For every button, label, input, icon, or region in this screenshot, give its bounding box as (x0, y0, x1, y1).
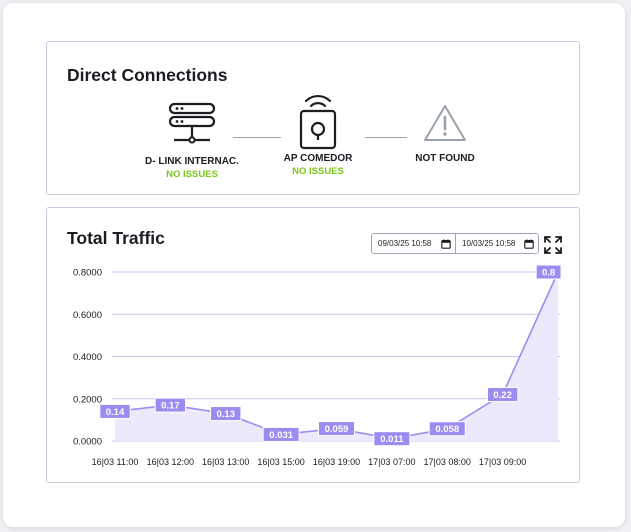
date-to-value: 10/03/25 10:58 (462, 239, 516, 248)
data-label-box (99, 403, 131, 419)
total-traffic-card: Total Traffic 09/03/25 10:58 10/03/25 10… (46, 207, 580, 483)
device-name: AP COMEDOR (283, 153, 353, 164)
device-name: NOT FOUND (415, 153, 475, 164)
y-tick-label: 0.0000 (73, 437, 102, 448)
data-label-box (262, 426, 300, 442)
server-icon (168, 102, 216, 144)
device-ap-comedor[interactable]: AP COMEDOR NO ISSUES (253, 89, 383, 177)
x-tick-label: 17|03 07:00 (368, 457, 415, 467)
device-dlink[interactable]: D- LINK INTERNAC. NO ISSUES (127, 102, 257, 180)
device-status: NO ISSUES (166, 169, 218, 180)
data-label-box (318, 421, 355, 437)
data-label: 0.14 (106, 407, 125, 418)
date-from-input[interactable]: 09/03/25 10:58 (372, 234, 455, 253)
x-tick-label: 17|03 09:00 (479, 457, 526, 467)
direct-connections-title: Direct Connections (67, 65, 228, 85)
device-status: NO ISSUES (292, 166, 344, 177)
x-tick-label: 16|03 15:00 (257, 457, 304, 467)
wireless-access-point-icon (299, 94, 337, 150)
data-label: 0.011 (380, 434, 404, 445)
connection-line (365, 137, 407, 138)
data-label-box (373, 431, 411, 447)
dashboard-frame: Direct Connections D- LINK INTERNAC. NO … (3, 3, 625, 527)
data-label: 0.8 (542, 268, 555, 279)
data-label: 0.22 (493, 390, 512, 401)
direct-connections-card: Direct Connections D- LINK INTERNAC. NO … (46, 41, 580, 195)
date-to-input[interactable]: 10/03/25 10:58 (455, 234, 538, 253)
data-label: 0.059 (325, 424, 349, 435)
area-fill (115, 272, 558, 441)
data-label: 0.17 (161, 401, 180, 412)
data-label-box (210, 406, 242, 422)
device-not-found[interactable]: NOT FOUND (380, 102, 510, 164)
x-tick-label: 17|03 08:00 (424, 457, 471, 467)
data-label: 0.13 (217, 409, 236, 420)
x-tick-label: 16|03 12:00 (147, 457, 194, 467)
y-tick-label: 0.6000 (73, 310, 102, 321)
data-label-box (535, 264, 562, 280)
y-tick-label: 0.4000 (73, 352, 102, 363)
connection-line (233, 137, 281, 138)
x-tick-label: 16|03 19:00 (313, 457, 360, 467)
x-tick-label: 16|03 11:00 (92, 457, 139, 467)
data-label: 0.058 (435, 424, 459, 435)
fullscreen-icon[interactable] (544, 236, 562, 254)
y-tick-label: 0.2000 (73, 394, 102, 405)
data-label-box (428, 421, 466, 437)
y-tick-label: 0.8000 (73, 268, 102, 279)
x-tick-label: 16|03 13:00 (202, 457, 249, 467)
calendar-icon (524, 238, 534, 249)
warning-icon (424, 105, 466, 141)
traffic-chart: 0.0000 0.2000 0.4000 0.6000 0.8000 16|03 11:0… (73, 264, 562, 467)
data-label-box (486, 387, 519, 403)
device-name: D- LINK INTERNAC. (145, 156, 239, 167)
total-traffic-title: Total Traffic (67, 228, 165, 248)
data-label-box (154, 397, 187, 413)
date-range-picker: 09/03/25 10:58 10/03/25 10:58 (371, 233, 539, 254)
data-label: 0.031 (269, 430, 293, 441)
calendar-icon (441, 238, 451, 249)
date-from-value: 09/03/25 10:58 (378, 239, 432, 248)
